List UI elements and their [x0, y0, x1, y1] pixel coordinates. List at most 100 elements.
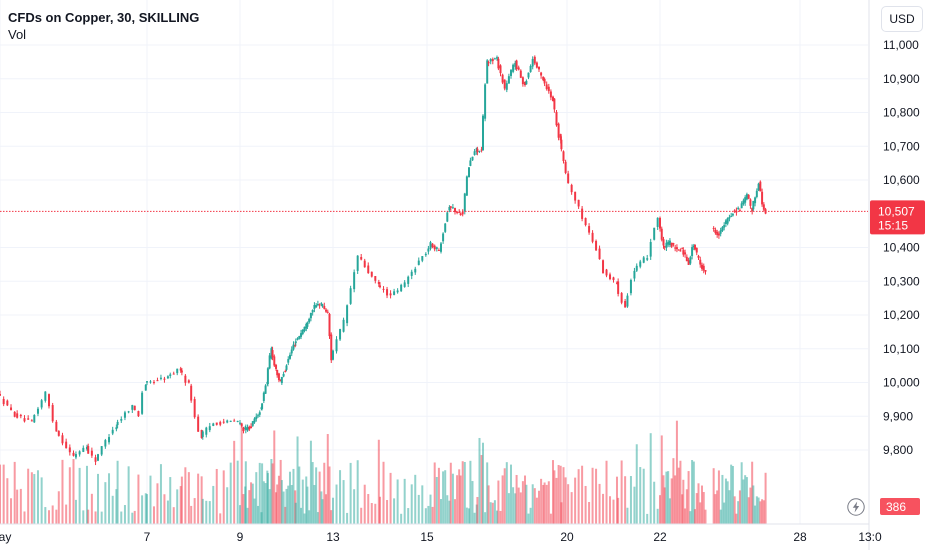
candle-body: [524, 81, 526, 86]
candle-body: [670, 242, 673, 247]
volume-bar: [137, 474, 140, 524]
volume-bar: [363, 484, 366, 524]
volume-bar: [197, 473, 200, 524]
volume-bar: [250, 482, 253, 524]
candle-body: [325, 309, 328, 312]
volume-bar: [538, 490, 540, 524]
candle-body: [240, 423, 243, 426]
candle-body: [400, 284, 403, 292]
candle-body: [512, 64, 515, 72]
price-tick-label: 9,900: [883, 409, 913, 423]
volume-bar: [685, 489, 688, 524]
candle-body: [553, 98, 556, 110]
candle-body: [471, 156, 474, 161]
time-tick-label: 13: [326, 530, 340, 544]
candle-body: [370, 271, 373, 277]
candle-body: [271, 350, 274, 358]
volume-bar: [264, 483, 267, 524]
volume-bar: [242, 494, 245, 524]
volume-bar: [316, 512, 319, 524]
candle-body: [717, 233, 720, 236]
candle-body: [266, 368, 269, 384]
symbol-title[interactable]: CFDs on Copper, 30, SKILLING: [8, 10, 200, 25]
price-tick-label: 10,800: [883, 106, 920, 120]
candle-body: [273, 356, 276, 366]
candle-body: [679, 250, 682, 252]
volume-bar: [496, 510, 498, 524]
last-price-box: [870, 200, 925, 235]
candle-body: [193, 399, 196, 418]
candle-body: [497, 58, 500, 69]
candle-body: [662, 239, 665, 246]
volume-bar: [499, 510, 502, 524]
candle-body: [588, 226, 591, 233]
candle-body: [407, 276, 410, 284]
volume-bar: [557, 465, 560, 524]
candle-body: [591, 232, 594, 242]
volume-bar: [421, 485, 424, 524]
volume-bar: [545, 484, 548, 524]
candle-body: [757, 183, 760, 191]
volume-bars: [0, 420, 767, 524]
volume-bar: [85, 465, 88, 524]
volume-bar: [620, 460, 623, 524]
candle-body: [306, 322, 309, 327]
candle-body: [574, 191, 577, 201]
volume-bar: [48, 510, 50, 524]
time-tick-label: May: [0, 530, 11, 544]
volume-bar: [514, 493, 517, 524]
candle-body: [486, 60, 489, 84]
candle-body: [510, 70, 512, 76]
volume-bar: [163, 494, 166, 524]
volume-bar: [667, 471, 670, 524]
candle-body: [100, 446, 103, 455]
volume-bar: [609, 496, 612, 524]
candle-body: [280, 376, 283, 384]
candle-body: [747, 194, 750, 199]
volume-bar: [233, 440, 236, 524]
volume-bar: [356, 460, 359, 524]
volume-bar: [591, 467, 594, 524]
candle-body: [410, 271, 413, 276]
volume-indicator-label[interactable]: Vol: [8, 27, 27, 42]
candle-body: [277, 373, 280, 381]
volume-bar: [374, 503, 377, 524]
volume-bar: [253, 498, 256, 524]
candle-body: [449, 206, 452, 208]
candle-body: [740, 203, 743, 209]
candle-body: [356, 255, 359, 271]
candle-body: [461, 211, 464, 215]
candle-body: [172, 373, 175, 375]
volume-bar: [752, 485, 755, 524]
volume-bar: [156, 483, 159, 524]
volume-bar: [549, 513, 552, 524]
volume-bar: [414, 474, 417, 524]
volume-bar: [169, 477, 172, 524]
volume-bar: [176, 489, 179, 524]
candle-body: [414, 268, 417, 273]
candle-body: [115, 427, 118, 430]
volume-bar: [465, 507, 468, 524]
candle-body: [316, 303, 319, 305]
price-tick-label: 9,800: [883, 443, 913, 457]
candle-body: [288, 354, 291, 359]
price-tick-label: 10,700: [883, 139, 920, 153]
volume-bar: [735, 513, 738, 524]
currency-button[interactable]: USD: [881, 6, 923, 32]
volume-bar: [236, 460, 239, 524]
lightning-icon[interactable]: [847, 498, 865, 516]
volume-bar: [226, 487, 229, 524]
volume-bar: [229, 462, 232, 524]
volume-bar: [764, 472, 767, 524]
candle-body: [646, 258, 649, 260]
candle-body: [714, 229, 717, 234]
volume-bar: [744, 475, 747, 524]
volume-bar: [65, 504, 68, 524]
volume-bar: [30, 472, 33, 524]
candle-body: [87, 446, 90, 454]
volume-bar: [108, 473, 111, 524]
time-tick-label: 20: [560, 530, 574, 544]
candle-body: [535, 62, 538, 68]
candle-body: [208, 426, 211, 431]
